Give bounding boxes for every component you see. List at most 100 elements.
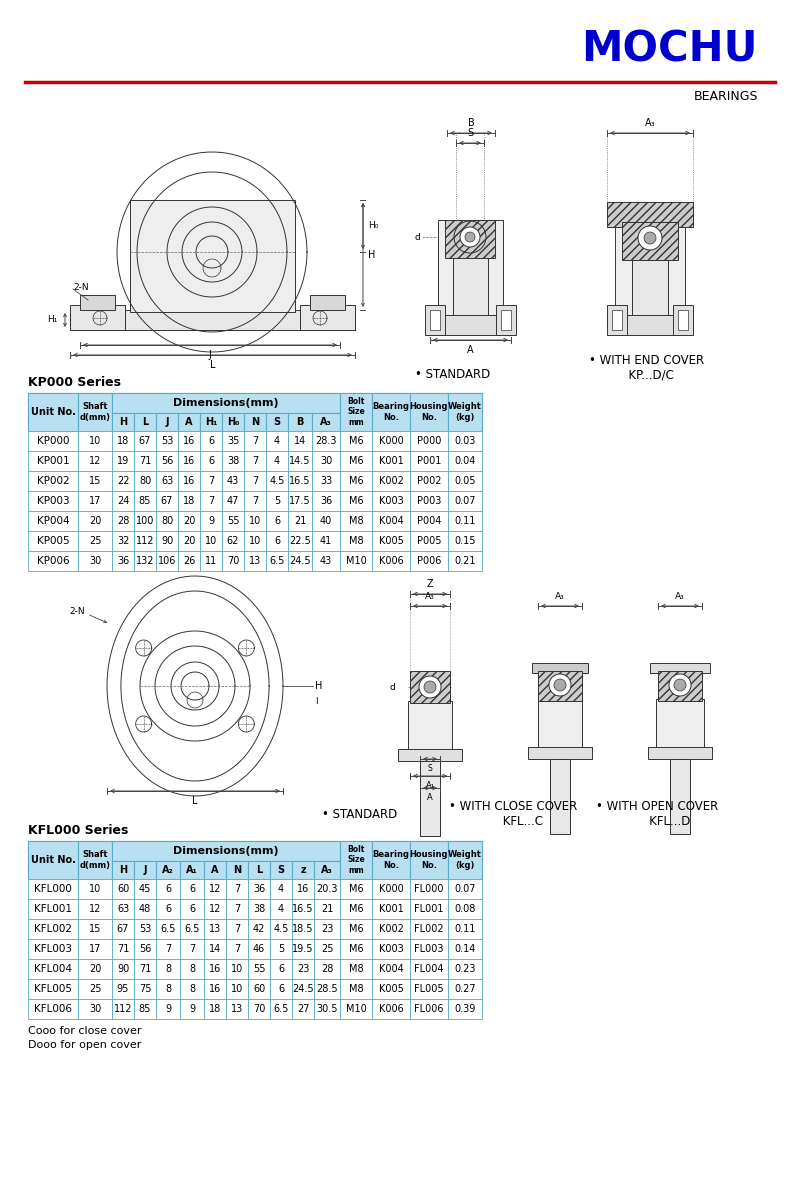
Text: 0.07: 0.07 — [454, 884, 476, 894]
Bar — [28, 879, 78, 900]
Bar — [28, 471, 78, 492]
Text: 12: 12 — [209, 904, 221, 914]
Bar — [112, 551, 134, 571]
Bar — [112, 511, 134, 531]
Bar — [178, 451, 200, 471]
Bar — [28, 451, 78, 471]
Text: 0.14: 0.14 — [454, 944, 476, 954]
Bar — [372, 959, 410, 979]
Text: KFL002: KFL002 — [34, 925, 72, 934]
Text: Z: Z — [426, 579, 434, 589]
Bar — [244, 492, 266, 511]
Bar — [134, 939, 156, 959]
Bar — [673, 305, 693, 335]
Text: 70: 70 — [253, 1005, 265, 1014]
Text: 100: 100 — [136, 517, 154, 526]
Bar — [314, 999, 340, 1019]
Bar — [180, 939, 204, 959]
Bar — [312, 492, 340, 511]
Text: A₁: A₁ — [186, 865, 198, 874]
Text: 24: 24 — [117, 496, 129, 506]
Bar — [410, 492, 448, 511]
Bar — [200, 492, 222, 511]
Bar — [448, 939, 482, 959]
Bar — [270, 861, 292, 879]
Text: S: S — [428, 764, 432, 773]
Bar — [134, 900, 156, 919]
Text: K004: K004 — [378, 517, 403, 526]
Text: P000: P000 — [417, 435, 441, 446]
Text: A: A — [186, 418, 193, 427]
Bar — [112, 471, 134, 492]
Bar — [226, 900, 248, 919]
Bar — [78, 511, 112, 531]
Text: KP004: KP004 — [37, 517, 70, 526]
Bar — [372, 879, 410, 900]
Text: 16.5: 16.5 — [292, 904, 314, 914]
Bar — [78, 392, 112, 431]
Bar — [420, 761, 440, 836]
Bar — [288, 471, 312, 492]
Bar — [156, 413, 178, 431]
Text: K004: K004 — [378, 964, 403, 973]
Bar — [244, 413, 266, 431]
Text: 20: 20 — [89, 964, 101, 973]
Text: 6: 6 — [189, 884, 195, 894]
Bar — [266, 531, 288, 551]
Bar — [200, 511, 222, 531]
Text: M6: M6 — [349, 476, 363, 486]
Bar — [340, 492, 372, 511]
Bar — [226, 979, 248, 999]
Text: A₃: A₃ — [675, 592, 685, 601]
Text: 17.5: 17.5 — [289, 496, 311, 506]
Text: 7: 7 — [234, 925, 240, 934]
Bar — [248, 939, 270, 959]
Bar — [270, 919, 292, 939]
Bar — [448, 841, 482, 879]
Bar — [134, 959, 156, 979]
Text: Bearing
No.: Bearing No. — [373, 851, 410, 870]
Text: K003: K003 — [378, 496, 403, 506]
Text: 14: 14 — [209, 944, 221, 954]
Text: Shaft
d(mm): Shaft d(mm) — [79, 851, 110, 870]
Text: z: z — [300, 865, 306, 874]
Bar — [112, 999, 134, 1019]
Bar — [28, 551, 78, 571]
Bar — [410, 841, 448, 879]
Bar — [372, 392, 410, 431]
Bar — [410, 900, 448, 919]
Bar — [134, 551, 156, 571]
Text: M8: M8 — [349, 984, 363, 994]
Bar — [314, 959, 340, 979]
Text: H: H — [119, 418, 127, 427]
Text: J: J — [143, 865, 146, 874]
Text: KFL001: KFL001 — [34, 904, 72, 914]
Text: N: N — [233, 865, 241, 874]
Bar — [244, 471, 266, 492]
Circle shape — [669, 674, 691, 696]
Text: 21: 21 — [294, 517, 306, 526]
Bar — [372, 919, 410, 939]
Bar — [204, 959, 226, 979]
Bar — [448, 392, 482, 431]
Text: 4: 4 — [278, 884, 284, 894]
Text: 10: 10 — [249, 536, 261, 546]
Bar — [314, 919, 340, 939]
Bar — [288, 551, 312, 571]
Text: 60: 60 — [253, 984, 265, 994]
Text: M6: M6 — [349, 884, 363, 894]
Bar — [112, 979, 134, 999]
Text: KP003: KP003 — [37, 496, 70, 506]
Bar — [340, 900, 372, 919]
Bar — [448, 531, 482, 551]
Circle shape — [644, 231, 656, 245]
Text: A₃: A₃ — [425, 592, 435, 601]
Text: 6: 6 — [208, 435, 214, 446]
Text: J: J — [209, 350, 211, 360]
Bar — [448, 999, 482, 1019]
Text: FL006: FL006 — [414, 1005, 444, 1014]
Text: 16.5: 16.5 — [290, 476, 310, 486]
Text: 80: 80 — [161, 517, 173, 526]
Text: 28: 28 — [321, 964, 333, 973]
Bar — [312, 551, 340, 571]
